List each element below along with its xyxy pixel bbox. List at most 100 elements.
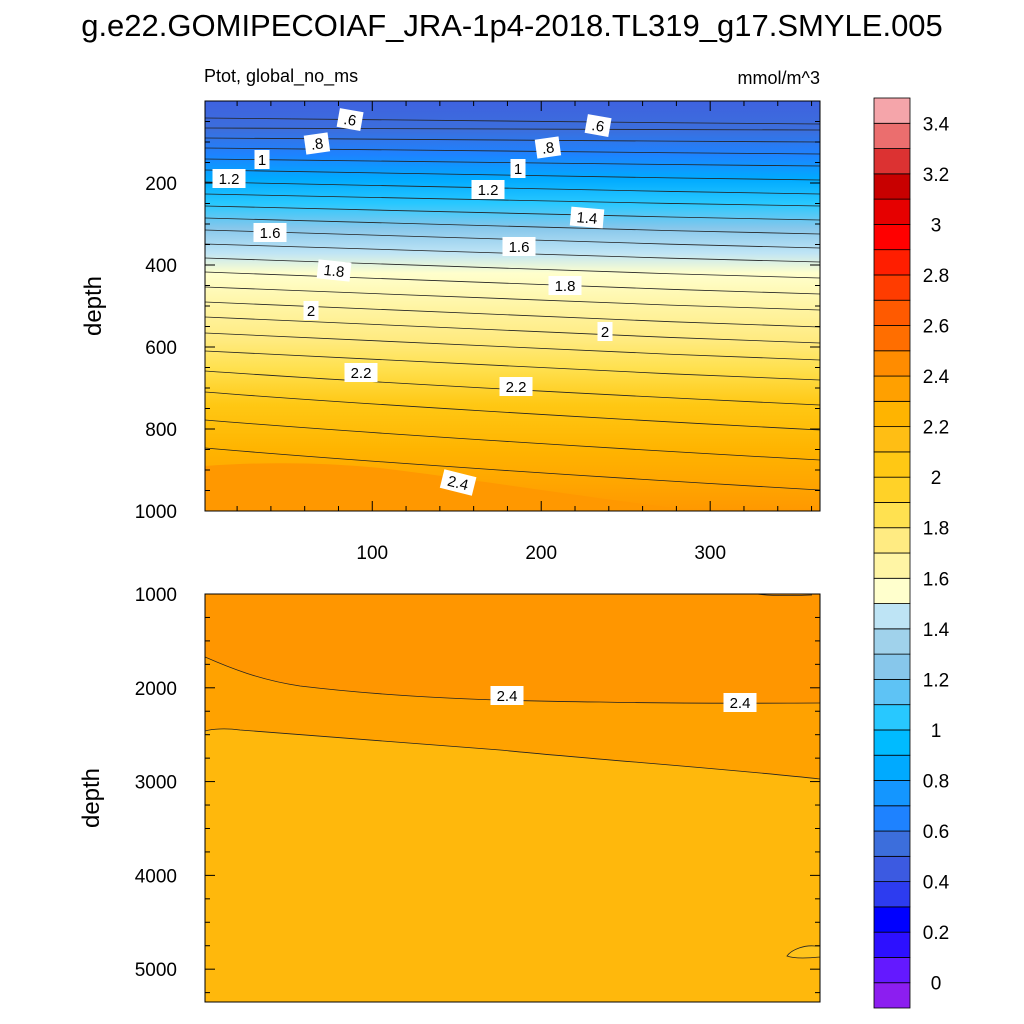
colorbar-box xyxy=(873,299,911,326)
lower-contour-panel: 1000 2000 3000 4000 5000 2.4 2.4 xyxy=(135,585,821,1003)
lower-ytick-label: 4000 xyxy=(135,866,177,887)
contour-label-text: 1 xyxy=(258,152,266,169)
colorbar-box xyxy=(873,274,911,301)
colorbar-box xyxy=(873,476,911,503)
upper-ytick-label: 800 xyxy=(145,420,177,441)
upper-isoline xyxy=(205,137,820,143)
chart-title: g.e22.GOMIPECOIAF_JRA-1p4-2018.TL319_g17… xyxy=(81,8,943,43)
contour-label-bg xyxy=(490,686,524,705)
contour-label: .6 xyxy=(336,108,364,131)
contour-label-text: 2.4 xyxy=(730,695,751,712)
colorbar-box xyxy=(873,906,911,933)
contour-label-bg xyxy=(439,469,477,496)
contour-label: 2.4 xyxy=(490,686,524,705)
contour-label-bg xyxy=(303,301,319,320)
contour-label-text: .6 xyxy=(590,117,605,136)
contour-label-bg xyxy=(499,377,533,396)
colorbar-box xyxy=(873,122,911,149)
colorbar-label: 2 xyxy=(931,468,942,489)
colorbar-label: 0.2 xyxy=(923,923,949,944)
upper-isoline xyxy=(205,205,820,221)
contour-label: 1.2 xyxy=(212,169,246,188)
lower-ytick-label: 1000 xyxy=(135,585,177,606)
colorbar-box xyxy=(873,805,911,832)
contour-label: 1.6 xyxy=(253,223,287,242)
contour-label: .8 xyxy=(534,136,562,159)
upper-contour-panel: 200 400 600 800 1000 .6 .6 .8 .8 1 1 1.2 1.2 1.4 1.6 1… xyxy=(135,100,821,523)
colorbar-label: 0.8 xyxy=(923,772,949,793)
colorbar-box xyxy=(873,780,911,807)
contour-label-text: 2.2 xyxy=(351,365,372,382)
contour-label: 2.2 xyxy=(344,363,378,382)
colorbar-label: 0.6 xyxy=(923,822,949,843)
contour-label-text: 1.8 xyxy=(555,278,576,295)
colorbar-box xyxy=(873,729,911,756)
contour-label-bg xyxy=(344,363,378,382)
colorbar-box xyxy=(873,754,911,781)
xtick-label: 200 xyxy=(525,543,557,564)
colorbar-box xyxy=(873,451,911,478)
upper-ytick-label: 200 xyxy=(145,174,177,195)
contour-label-text: 2 xyxy=(307,303,315,320)
contour-label-bg xyxy=(254,150,270,169)
contour-label: 1 xyxy=(510,159,526,178)
colorbar-box xyxy=(873,982,911,1009)
colorbar-label: 3.4 xyxy=(923,114,950,135)
contour-label-text: .8 xyxy=(310,135,325,154)
contour-label: 1 xyxy=(254,150,270,169)
colorbar-box xyxy=(873,931,911,958)
colorbar-box xyxy=(873,502,911,529)
contour-label: 1.2 xyxy=(471,180,505,199)
contour-label-bg xyxy=(534,136,562,159)
lower-ytick-label: 2000 xyxy=(135,679,177,700)
contour-label: 2.2 xyxy=(499,377,533,396)
upper-isoline xyxy=(205,193,820,207)
colorbar-box xyxy=(873,350,911,377)
contour-label-bg xyxy=(316,259,352,282)
contour-label-text: 2.4 xyxy=(446,473,470,495)
colorbar-label: 2.2 xyxy=(923,418,949,439)
contour-label-bg xyxy=(584,114,612,137)
contour-label-bg xyxy=(502,237,536,256)
contour-label-text: .6 xyxy=(342,111,357,130)
colorbar-box xyxy=(873,957,911,984)
contour-label-bg xyxy=(336,108,364,131)
contour-label: .8 xyxy=(303,132,331,155)
colorbar-label: 3.2 xyxy=(923,165,949,186)
contour-label: 2 xyxy=(303,301,319,320)
colorbar-box xyxy=(873,653,911,680)
colorbar-label: 1.6 xyxy=(923,569,949,590)
contour-label-text: 1.4 xyxy=(576,209,598,228)
upper-isoline xyxy=(205,169,820,181)
colorbar-label: 0 xyxy=(931,974,942,995)
colorbar-box xyxy=(873,173,911,200)
lower-ytick-label: 5000 xyxy=(135,960,177,981)
contour-label-bg xyxy=(510,159,526,178)
panel-units-title: mmol/m^3 xyxy=(738,68,820,88)
xtick-label: 300 xyxy=(694,543,726,564)
contour-label: 1.6 xyxy=(502,237,536,256)
contour-label-text: 2.2 xyxy=(506,379,527,396)
contour-label-bg xyxy=(471,180,505,199)
colorbar-box xyxy=(873,249,911,276)
contour-label-text: 1.6 xyxy=(509,239,530,256)
colorbar-label: 1.4 xyxy=(923,620,950,641)
colorbar-box xyxy=(873,198,911,225)
contour-label-bg xyxy=(723,693,757,712)
colorbar-box xyxy=(873,552,911,579)
upper-ylabel: depth xyxy=(80,276,107,336)
contour-label: 2 xyxy=(597,322,613,341)
colorbar-label: 1.2 xyxy=(923,670,949,691)
contour-label-text: 2 xyxy=(601,324,609,341)
colorbar-box xyxy=(873,678,911,706)
contour-label-bg xyxy=(569,206,605,229)
colorbar-label: 2.4 xyxy=(923,367,950,388)
upper-isoline xyxy=(205,147,820,155)
lower-ylabel: depth xyxy=(78,768,105,828)
contour-label: 1.4 xyxy=(569,206,605,229)
lower-band-2p2 xyxy=(205,657,820,779)
contour-label-text: 1.2 xyxy=(478,182,499,199)
colorbar-box xyxy=(873,375,911,402)
colorbar-box xyxy=(873,97,911,124)
contour-label-text: 1.2 xyxy=(219,171,240,188)
